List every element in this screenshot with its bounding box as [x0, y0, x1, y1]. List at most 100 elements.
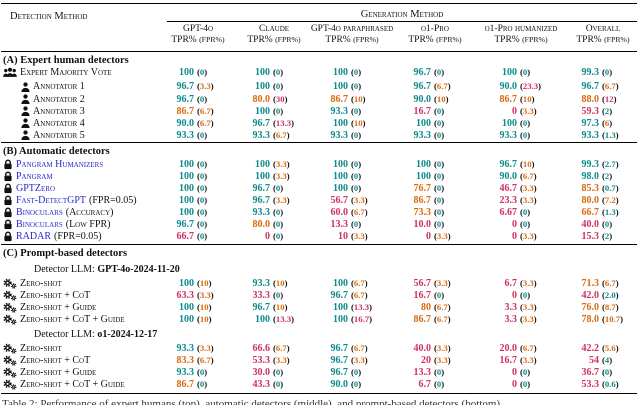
- fpr-value: 3.3: [273, 159, 305, 169]
- row-label[interactable]: Pangram: [16, 170, 53, 182]
- fpr-value: 6.7: [197, 118, 229, 128]
- fpr-value: 0.7: [602, 183, 634, 193]
- fpr-value: 0: [434, 67, 466, 77]
- metric-cell: 93.30: [394, 130, 476, 141]
- tpr-value: 6.7: [418, 379, 432, 391]
- metric-cell: 10.00: [394, 219, 476, 230]
- fpr-value: 0: [434, 379, 466, 389]
- metric-cell: 93.31.3: [566, 130, 640, 141]
- divider: [1, 50, 637, 52]
- fpr-value: 10: [434, 94, 466, 104]
- tpr-value: 96.7: [252, 301, 271, 313]
- metric-cell: 90.00: [310, 379, 394, 390]
- metric-cell: 90.06.7: [476, 171, 566, 182]
- table-row: RADAR (FPR=0.05) 66.70 00 103.3 03.3 03.…: [0, 231, 640, 243]
- row-label[interactable]: Fast-DetectGPT: [16, 195, 87, 207]
- tpr-value: 99.3: [581, 67, 600, 79]
- fpr-value: 3.3: [520, 314, 552, 324]
- fpr-value: 23.3: [520, 81, 552, 91]
- table-row: Zero-shot 10010 93.310 1006.7 56.73.3 6.…: [0, 277, 640, 289]
- metric-cell: 86.70: [158, 379, 238, 390]
- tpr-value: 30.0: [252, 367, 271, 379]
- fpr-value: 2: [602, 171, 634, 181]
- fpr-value: 0: [197, 171, 229, 181]
- tpr-value: 86.7: [176, 105, 195, 117]
- fpr-value: 8.7: [602, 302, 634, 312]
- fpr-value: 0: [273, 219, 305, 229]
- tpr-value: 93.3: [252, 277, 271, 289]
- metric-cell: 1000: [158, 67, 238, 78]
- tpr-value: 43.3: [252, 379, 271, 391]
- metric-cell: 96.710: [238, 302, 310, 313]
- fpr-value: 6.7: [434, 302, 466, 312]
- tpr-value: 13.3: [330, 219, 349, 231]
- metric-cell: 00: [238, 231, 310, 242]
- metric-cell: 1000: [158, 159, 238, 170]
- fpr-value: 3.3: [520, 302, 552, 312]
- row-label-cell: Annotator 4: [0, 118, 158, 129]
- fpr-value: 3.3: [520, 183, 552, 193]
- tpr-value: 56.7: [413, 277, 432, 289]
- tpr-value: 96.7: [330, 342, 349, 354]
- row-label[interactable]: Binoculars: [16, 207, 63, 219]
- fpr-value: 3.3: [434, 343, 466, 353]
- metric-cell: 96.710: [476, 159, 566, 170]
- row-label-cell: Annotator 5: [0, 130, 158, 141]
- metric-cell: 10010: [158, 278, 238, 289]
- tpr-value: 0: [512, 219, 517, 231]
- tpr-value: 100: [179, 183, 194, 195]
- fpr-value: 0: [351, 67, 383, 77]
- fpr-value: 0: [273, 207, 305, 217]
- fpr-value: 10: [520, 159, 552, 169]
- fpr-value: 3.3: [273, 171, 305, 181]
- tpr-value: 96.7: [176, 219, 195, 231]
- metric-cell: 03.3: [476, 231, 566, 242]
- row-label: Zero-shot + CoT: [20, 355, 91, 367]
- table-row: GPTZero 1000 96.70 1000 76.70 46.73.3 85…: [0, 183, 640, 195]
- row-label-cell: Zero-shot + CoT + Guide: [0, 314, 158, 325]
- metric-cell: 33.30: [238, 290, 310, 301]
- tpr-value: 96.7: [252, 117, 271, 129]
- metric-cell: 1000: [238, 67, 310, 78]
- metric-cell: 80.07.2: [566, 195, 640, 206]
- row-label-cell: Expert Majority Vote: [0, 67, 158, 78]
- row-label: Zero-shot: [20, 277, 62, 289]
- metric-cell: 93.33.3: [158, 343, 238, 354]
- divider: [1, 3, 637, 4]
- table-row: Zero-shot 93.33.3 66.66.7 96.76.7 40.03.…: [0, 342, 640, 354]
- row-label[interactable]: RADAR: [16, 231, 52, 243]
- fpr-value: 0: [520, 67, 552, 77]
- fpr-value: 0: [351, 106, 383, 116]
- metric-cell: 96.713.3: [238, 118, 310, 129]
- row-label: Zero-shot + CoT: [20, 289, 91, 301]
- fpr-value: 0: [351, 159, 383, 169]
- fpr-value: 2: [602, 231, 634, 241]
- row-label[interactable]: GPTZero: [16, 183, 55, 195]
- fpr-value: 0: [351, 379, 383, 389]
- tpr-value: 100: [179, 195, 194, 207]
- tpr-value: 96.7: [176, 81, 195, 93]
- metric-cell: 93.30: [310, 130, 394, 141]
- fpr-value: 0: [520, 207, 552, 217]
- table-row: Pangram 1000 1003.3 1000 1000 90.06.7 98…: [0, 170, 640, 182]
- gears-icon: [3, 290, 17, 301]
- metric-cell: 43.30: [238, 379, 310, 390]
- fpr-value: 0: [434, 118, 466, 128]
- fpr-value: 13.3: [273, 118, 305, 128]
- row-label[interactable]: Pangram Humanizers: [16, 158, 104, 170]
- fpr-value: 0: [273, 231, 305, 241]
- tpr-value: 96.7: [330, 367, 349, 379]
- metric-cell: 93.30: [158, 367, 238, 378]
- row-label: Annotator 5: [33, 129, 85, 141]
- row-label-cell: Annotator 1: [0, 81, 158, 92]
- tpr-value: 63.3: [176, 289, 195, 301]
- detector-llm-prefix: Detector LLM:: [34, 264, 98, 275]
- tpr-value: 100: [333, 67, 348, 79]
- metric-cell: 56.73.3: [394, 278, 476, 289]
- tpr-value: 66.6: [252, 342, 271, 354]
- row-label[interactable]: Binoculars: [16, 219, 63, 231]
- metric-cell: 1000: [310, 171, 394, 182]
- tpr-value: 16.7: [413, 289, 432, 301]
- fpr-value: 13.3: [273, 314, 305, 324]
- metric-cell: 93.36.7: [238, 130, 310, 141]
